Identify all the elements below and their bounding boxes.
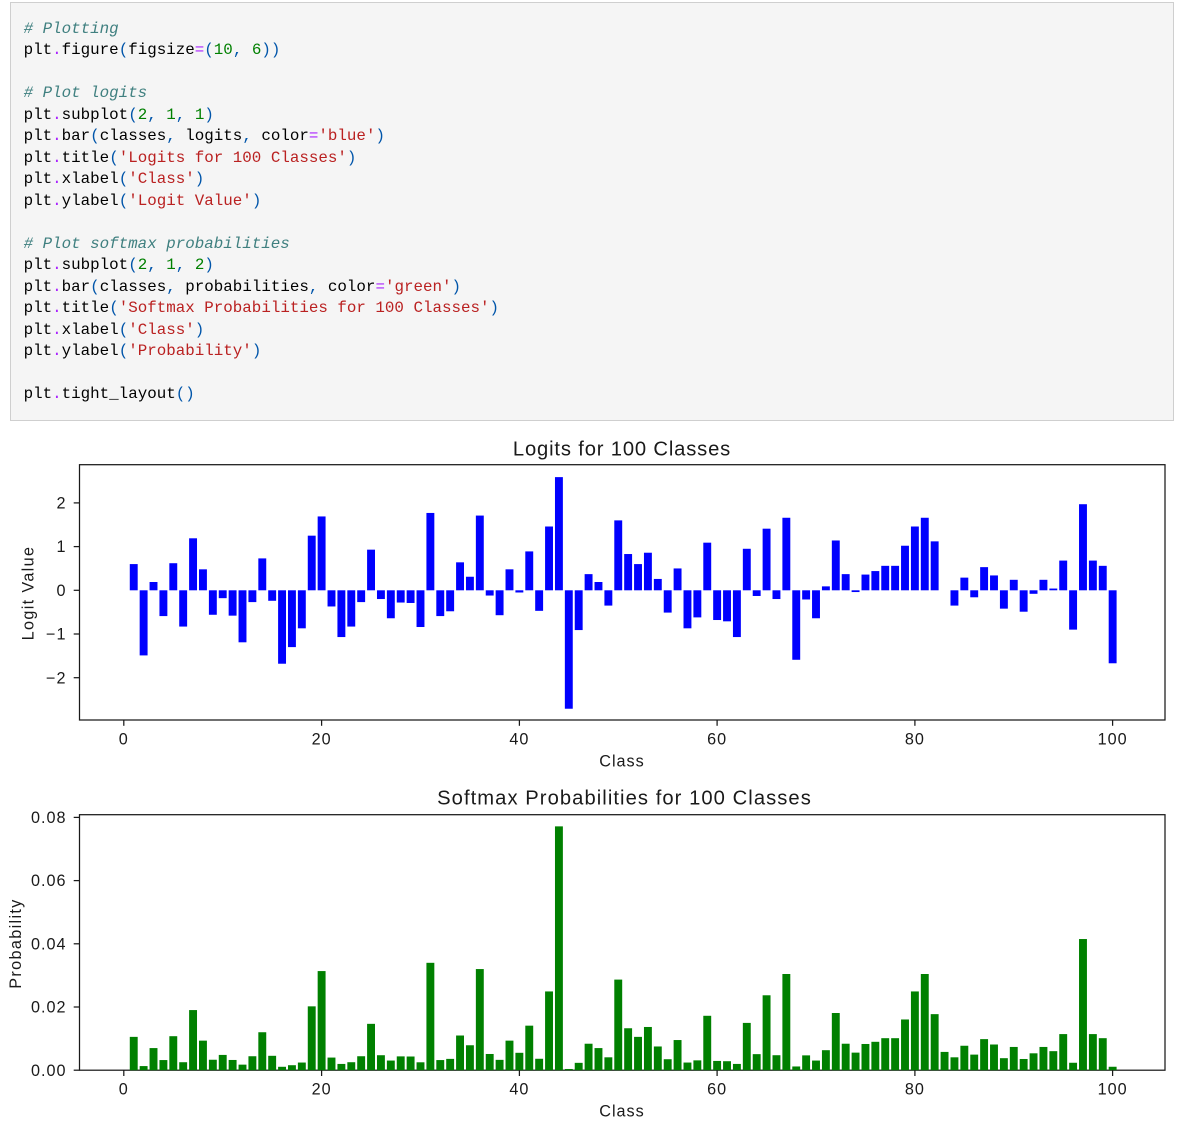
svg-text:0: 0 [119, 1080, 129, 1098]
svg-text:40: 40 [509, 730, 529, 748]
svg-text:0.06: 0.06 [31, 872, 67, 890]
svg-text:Class: Class [599, 753, 644, 771]
svg-text:0.08: 0.08 [31, 809, 67, 827]
svg-text:0.04: 0.04 [31, 935, 67, 953]
svg-text:−1: −1 [46, 626, 66, 644]
svg-text:60: 60 [707, 730, 727, 748]
svg-text:Softmax Probabilities for 100: Softmax Probabilities for 100 Classes [437, 788, 812, 810]
svg-text:100: 100 [1098, 730, 1128, 748]
svg-text:40: 40 [509, 1080, 529, 1098]
svg-text:0: 0 [119, 730, 129, 748]
svg-text:100: 100 [1098, 1080, 1128, 1098]
svg-text:20: 20 [312, 1080, 332, 1098]
svg-text:80: 80 [905, 730, 925, 748]
svg-text:−2: −2 [46, 669, 66, 687]
svg-text:1: 1 [56, 538, 66, 556]
svg-text:Logit Value: Logit Value [20, 546, 38, 641]
svg-text:0: 0 [56, 582, 66, 600]
svg-text:60: 60 [707, 1080, 727, 1098]
svg-text:80: 80 [905, 1080, 925, 1098]
svg-text:20: 20 [312, 730, 332, 748]
svg-text:0.02: 0.02 [31, 999, 67, 1017]
svg-text:0.00: 0.00 [31, 1062, 67, 1080]
svg-text:Class: Class [599, 1103, 644, 1121]
svg-text:2: 2 [56, 495, 66, 513]
svg-text:Probability: Probability [7, 898, 25, 988]
svg-text:Logits for 100 Classes: Logits for 100 Classes [513, 439, 731, 461]
